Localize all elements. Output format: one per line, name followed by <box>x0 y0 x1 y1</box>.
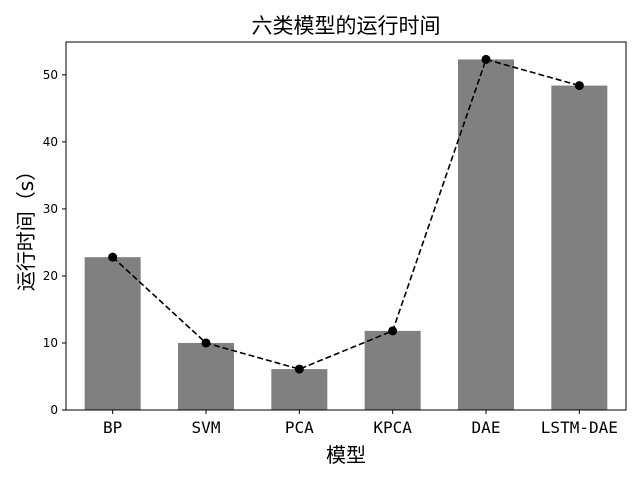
x-tick-label: SVM <box>192 418 221 437</box>
x-tick-label: LSTM-DAE <box>541 418 618 437</box>
y-tick-label: 20 <box>43 269 58 283</box>
bar-lstm-dae <box>551 86 607 410</box>
point-dae <box>482 55 491 64</box>
y-tick-label: 10 <box>43 336 58 350</box>
point-kpca <box>388 326 397 335</box>
x-tick-label: PCA <box>285 418 314 437</box>
point-pca <box>295 365 304 374</box>
bar-pca <box>271 369 327 410</box>
bar-dae <box>458 59 514 410</box>
y-tick-label: 30 <box>43 202 58 216</box>
y-tick-label: 40 <box>43 135 58 149</box>
bar-bp <box>85 257 141 410</box>
point-svm <box>202 338 211 347</box>
plot-frame <box>66 42 626 410</box>
y-tick-label: 50 <box>43 68 58 82</box>
y-axis: 0 10 20 30 40 50 <box>43 68 66 417</box>
x-tick-label: KPCA <box>373 418 412 437</box>
bar-svm <box>178 343 234 410</box>
y-axis-label: 运行时间（s） <box>14 161 38 291</box>
point-bp <box>108 253 117 262</box>
y-tick-label: 0 <box>50 403 58 417</box>
x-tick-label: BP <box>103 418 122 437</box>
x-tick-label: DAE <box>472 418 501 437</box>
plot-area <box>85 55 608 410</box>
x-axis-label: 模型 <box>326 443 366 467</box>
point-lstm-dae <box>575 81 584 90</box>
chart-title: 六类模型的运行时间 <box>252 14 441 38</box>
bar-kpca <box>365 331 421 410</box>
x-axis: BP SVM PCA KPCA DAE LSTM-DAE <box>103 410 618 437</box>
